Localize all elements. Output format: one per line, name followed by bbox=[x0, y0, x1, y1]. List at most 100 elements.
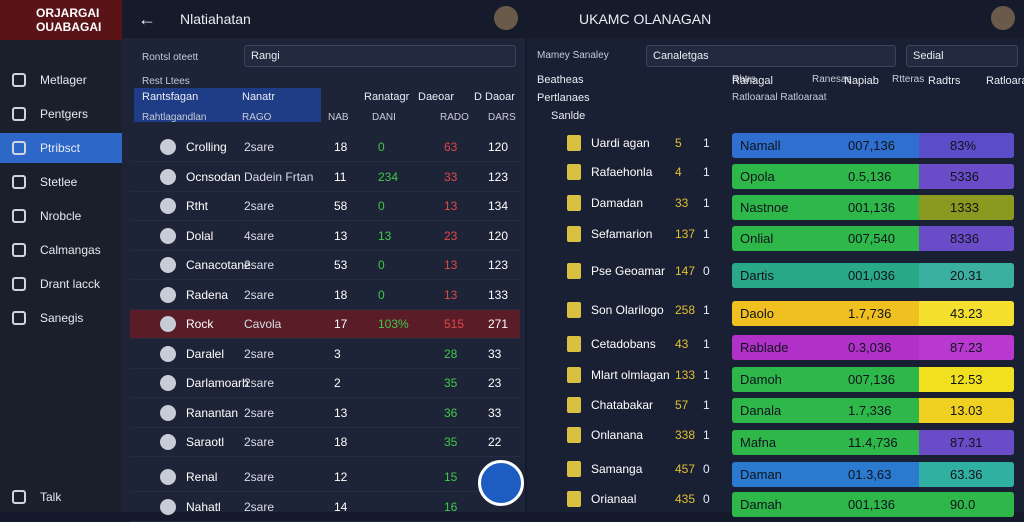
bar-right: 12.53 bbox=[950, 372, 983, 387]
filter-chip[interactable]: Rtteras bbox=[892, 74, 925, 85]
list-row[interactable]: Onlanana 338 1 bbox=[527, 421, 722, 449]
score: 457 bbox=[675, 462, 696, 476]
cell: 35 bbox=[444, 376, 458, 390]
bar-right: 43.23 bbox=[950, 306, 983, 321]
stat-bar[interactable]: Nastnoe 001,136 1333 bbox=[732, 195, 1014, 220]
bar-label: Danala bbox=[740, 403, 782, 418]
team-crest bbox=[160, 404, 176, 421]
stat-bar[interactable]: Damoh 007,136 12.53 bbox=[732, 367, 1014, 392]
stat-bar[interactable]: Opola 0.5,136 5336 bbox=[732, 164, 1014, 189]
stat-bar[interactable]: Danala 1.7,336 13.03 bbox=[732, 398, 1014, 423]
cell: 22 bbox=[488, 435, 502, 449]
list-row[interactable]: Orianaal 435 0 bbox=[527, 485, 722, 513]
nav-item[interactable]: Calmangas bbox=[0, 235, 122, 265]
nav-item[interactable]: Sanegis bbox=[0, 303, 122, 333]
cell: 16 bbox=[444, 500, 458, 514]
search-box[interactable]: Rangi bbox=[244, 45, 516, 67]
bar-right: 8336 bbox=[950, 231, 979, 246]
talk-button[interactable]: Talk bbox=[0, 482, 122, 512]
table-row[interactable]: Ranantan 2sare 13 36 33 bbox=[130, 399, 520, 428]
filter-box[interactable]: Canaletgas bbox=[646, 45, 896, 67]
stat-bar[interactable]: Mafna 11.4,736 87.31 bbox=[732, 430, 1014, 455]
list-row[interactable]: Mlart olmlagan 133 1 bbox=[527, 361, 722, 389]
stat-bar[interactable]: Onlial 007,540 8336 bbox=[732, 226, 1014, 251]
list-row[interactable]: Son Olarilogo 258 1 bbox=[527, 296, 722, 324]
nav-item[interactable]: Stetlee bbox=[0, 167, 122, 197]
score: 5 bbox=[675, 136, 682, 150]
list-row[interactable]: Cetadobans 43 1 bbox=[527, 330, 722, 358]
cell: 2sare bbox=[244, 140, 275, 154]
team-name: Son Olarilogo bbox=[591, 303, 664, 317]
count: 1 bbox=[703, 165, 710, 179]
list-row[interactable]: Uardi agan 5 1 bbox=[527, 129, 722, 157]
stat-bar[interactable]: Rablade 0.3,036 87.23 bbox=[732, 335, 1014, 360]
list-header: Beatheas bbox=[537, 74, 584, 86]
header: UKAMC OLANAGAN bbox=[527, 0, 1024, 38]
search-box[interactable]: Sedial bbox=[906, 45, 1018, 67]
nav-item[interactable]: Ptribsct bbox=[0, 133, 122, 163]
team-name: Mlart olmlagan bbox=[591, 368, 670, 382]
cell: 13 bbox=[334, 228, 348, 243]
cell: 0 bbox=[378, 140, 385, 154]
list-row[interactable]: Pse Geoamar 147 0 bbox=[527, 257, 722, 285]
team-crest bbox=[160, 316, 176, 332]
bar-value: 001,136 bbox=[848, 497, 895, 512]
bar-right: 87.31 bbox=[950, 435, 983, 450]
avatar[interactable] bbox=[494, 6, 518, 30]
table-row[interactable]: Rtht 2sare 58 0 13 134 bbox=[130, 192, 520, 221]
score: 435 bbox=[675, 492, 696, 506]
team-crest bbox=[160, 198, 176, 214]
column-header: Ranatagr bbox=[364, 91, 410, 103]
cell: Darlamoarh bbox=[186, 376, 249, 390]
back-button[interactable]: ← bbox=[138, 9, 156, 29]
list-row[interactable]: Damadan 33 1 bbox=[527, 189, 722, 217]
score: 147 bbox=[675, 264, 696, 278]
table-row[interactable]: Canacotane 2sare 53 0 13 123 bbox=[130, 251, 520, 280]
table-row[interactable]: Nahatl 2sare 14 16 bbox=[130, 493, 520, 522]
stat-bar[interactable]: Daolo 1.7,736 43.23 bbox=[732, 301, 1014, 326]
team-crest bbox=[160, 345, 176, 362]
filter: Mamey Sanaley bbox=[537, 50, 609, 61]
filter-chip[interactable]: Rhtrs bbox=[732, 74, 756, 85]
score: 133 bbox=[675, 368, 696, 382]
table-row[interactable]: Crolling 2sare 18 0 63 120 bbox=[130, 133, 520, 162]
table-row[interactable]: Ocnsodan Dadein Frtan 11 234 33 123 bbox=[130, 163, 520, 192]
list-row[interactable]: Samanga 457 0 bbox=[527, 455, 722, 483]
bars: Ranagal Napiab Radtrs Ratloaraat Ratloaraal … bbox=[732, 75, 1024, 517]
list-row[interactable]: Sefamarion 137 1 bbox=[527, 220, 722, 248]
table-row[interactable]: Daralel 2sare 3 28 33 bbox=[130, 340, 520, 369]
nav-item[interactable]: Metlager bbox=[0, 65, 122, 95]
table-row[interactable]: Renal 2sare 12 15 bbox=[130, 463, 520, 492]
score: 137 bbox=[675, 227, 696, 241]
bar-value: 007,540 bbox=[848, 231, 895, 246]
nav-item[interactable]: Drant lacck bbox=[0, 269, 122, 299]
cell: Canacotane bbox=[186, 258, 251, 272]
stat-bar[interactable]: Dartis 001,036 20.31 bbox=[732, 263, 1014, 288]
bar-label: Daman bbox=[740, 467, 782, 482]
list-row[interactable]: Chatabakar 57 1 bbox=[527, 391, 722, 419]
column-subheader: Rahtlagandlan bbox=[142, 112, 207, 123]
cell: 14 bbox=[334, 500, 348, 514]
badge[interactable] bbox=[478, 460, 524, 506]
stat-bar[interactable]: Daman 01.3,63 63.36 bbox=[732, 462, 1014, 487]
filter-text: Sanaley bbox=[572, 50, 609, 61]
cell: 11 bbox=[334, 169, 347, 184]
table-row[interactable]: Darlamoarh 2sare 2 35 23 bbox=[130, 369, 520, 398]
list-row[interactable]: Rafaehonla 4 1 bbox=[527, 158, 722, 186]
table-row[interactable]: Radena 2sare 18 0 13 133 bbox=[130, 281, 520, 310]
filter-chip[interactable]: Ranesas bbox=[812, 74, 852, 85]
avatar[interactable] bbox=[991, 6, 1015, 30]
cell: 134 bbox=[488, 199, 509, 213]
cell: 2sare bbox=[244, 405, 275, 420]
table-row[interactable]: Saraotl 2sare 18 35 22 bbox=[130, 428, 520, 457]
cell: 271 bbox=[488, 317, 509, 331]
nav-item[interactable]: Pentgers bbox=[0, 99, 122, 129]
stat-bar[interactable]: Damah 001,136 90.0 bbox=[732, 492, 1014, 517]
team-crest bbox=[567, 491, 581, 507]
cell: 2sare bbox=[244, 199, 275, 213]
nav-item[interactable]: Nrobcle bbox=[0, 201, 122, 231]
nav-label: Ptribsct bbox=[40, 141, 81, 155]
table-row[interactable]: Dolal 4sare 13 13 23 120 bbox=[130, 222, 520, 251]
table-row[interactable]: Rock Cavola 17 103% 515 271 bbox=[130, 310, 520, 339]
stat-bar[interactable]: Namall 007,136 83% bbox=[732, 133, 1014, 158]
